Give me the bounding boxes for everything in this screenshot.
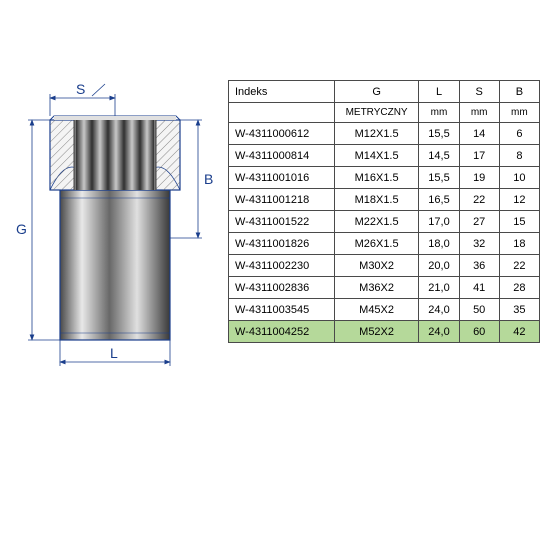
col-header-g: G [334, 81, 419, 103]
table-cell: M26X1.5 [334, 233, 419, 255]
table-cell: M12X1.5 [334, 123, 419, 145]
table-cell: 24,0 [419, 321, 459, 343]
table-row: W-4311000612M12X1.515,5146 [229, 123, 540, 145]
table-cell: 24,0 [419, 299, 459, 321]
table-cell: W-4311001218 [229, 189, 335, 211]
table-cell: 14,5 [419, 145, 459, 167]
table-body: W-4311000612M12X1.515,5146W-4311000814M1… [229, 123, 540, 343]
table-cell: W-4311001826 [229, 233, 335, 255]
table-cell: W-4311002836 [229, 277, 335, 299]
unit-s: mm [459, 103, 499, 123]
table-row: W-4311002836M36X221,04128 [229, 277, 540, 299]
table-row: W-4311003545M45X224,05035 [229, 299, 540, 321]
table-cell: M18X1.5 [334, 189, 419, 211]
table-row: W-4311001522M22X1.517,02715 [229, 211, 540, 233]
table-cell: 16,5 [419, 189, 459, 211]
table-cell: 6 [499, 123, 539, 145]
table-cell: M45X2 [334, 299, 419, 321]
unit-l: mm [419, 103, 459, 123]
table-cell: 17 [459, 145, 499, 167]
table-cell: 50 [459, 299, 499, 321]
table-cell: M14X1.5 [334, 145, 419, 167]
dim-label-s: S [76, 81, 85, 97]
spec-table: Indeks G L S B METRYCZNY mm mm mm W-4311… [228, 80, 540, 343]
table-row: W-4311004252M52X224,06042 [229, 321, 540, 343]
table-row: W-4311002230M30X220,03622 [229, 255, 540, 277]
dim-label-g: G [16, 221, 27, 237]
table-cell: 41 [459, 277, 499, 299]
table-cell: M30X2 [334, 255, 419, 277]
table-cell: 18 [499, 233, 539, 255]
table-cell: W-4311004252 [229, 321, 335, 343]
table-cell: W-4311000612 [229, 123, 335, 145]
unit-b: mm [499, 103, 539, 123]
table-cell: 18,0 [419, 233, 459, 255]
col-header-b: B [499, 81, 539, 103]
table-cell: 21,0 [419, 277, 459, 299]
table-cell: 15 [499, 211, 539, 233]
table-row: W-4311001218M18X1.516,52212 [229, 189, 540, 211]
table-cell: 15,5 [419, 167, 459, 189]
table-cell: W-4311001522 [229, 211, 335, 233]
table-cell: 20,0 [419, 255, 459, 277]
table-cell: 28 [499, 277, 539, 299]
table-row: W-4311000814M14X1.514,5178 [229, 145, 540, 167]
table-cell: W-4311003545 [229, 299, 335, 321]
table-cell: 19 [459, 167, 499, 189]
col-header-s: S [459, 81, 499, 103]
table-cell: 14 [459, 123, 499, 145]
table-cell: W-4311000814 [229, 145, 335, 167]
table-cell: M16X1.5 [334, 167, 419, 189]
table-cell: 22 [459, 189, 499, 211]
table-cell: 36 [459, 255, 499, 277]
table-cell: 17,0 [419, 211, 459, 233]
technical-drawing: S G B L [10, 80, 220, 390]
table-cell: 27 [459, 211, 499, 233]
table-cell: W-4311002230 [229, 255, 335, 277]
dim-label-b: B [204, 171, 213, 187]
table-cell: M52X2 [334, 321, 419, 343]
table-row: W-4311001826M26X1.518,03218 [229, 233, 540, 255]
table-cell: 15,5 [419, 123, 459, 145]
col-header-l: L [419, 81, 459, 103]
table-cell: M36X2 [334, 277, 419, 299]
table-cell: 12 [499, 189, 539, 211]
table-cell: 32 [459, 233, 499, 255]
table-cell: M22X1.5 [334, 211, 419, 233]
table-cell: 22 [499, 255, 539, 277]
table-row: W-4311001016M16X1.515,51910 [229, 167, 540, 189]
table-cell: 60 [459, 321, 499, 343]
table-cell: 10 [499, 167, 539, 189]
unit-indeks [229, 103, 335, 123]
col-header-indeks: Indeks [229, 81, 335, 103]
table-unit-row: METRYCZNY mm mm mm [229, 103, 540, 123]
spec-table-container: Indeks G L S B METRYCZNY mm mm mm W-4311… [228, 80, 540, 390]
dim-label-l: L [110, 345, 118, 361]
table-cell: W-4311001016 [229, 167, 335, 189]
unit-g: METRYCZNY [334, 103, 419, 123]
table-cell: 42 [499, 321, 539, 343]
table-cell: 35 [499, 299, 539, 321]
table-cell: 8 [499, 145, 539, 167]
table-header-row: Indeks G L S B [229, 81, 540, 103]
